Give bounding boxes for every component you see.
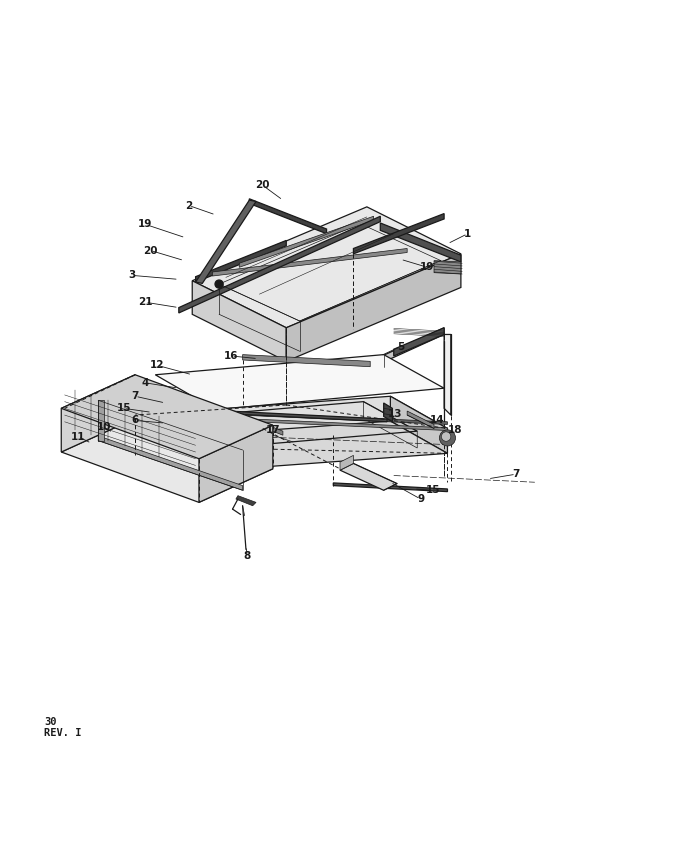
Polygon shape (61, 375, 135, 452)
Polygon shape (108, 440, 139, 462)
Text: 21: 21 (138, 297, 152, 307)
Polygon shape (262, 423, 283, 435)
Text: 2: 2 (185, 201, 192, 211)
Text: 18: 18 (448, 425, 463, 434)
Polygon shape (199, 425, 273, 502)
Polygon shape (192, 281, 286, 362)
Polygon shape (135, 396, 447, 447)
Polygon shape (354, 213, 444, 254)
Polygon shape (444, 334, 451, 415)
Text: 8: 8 (243, 551, 251, 561)
Text: 3: 3 (128, 270, 135, 280)
Circle shape (215, 280, 223, 288)
Text: 6: 6 (131, 416, 139, 425)
Polygon shape (370, 327, 444, 368)
Polygon shape (243, 355, 370, 367)
Polygon shape (61, 375, 273, 458)
Polygon shape (384, 403, 392, 422)
Polygon shape (250, 199, 326, 234)
Polygon shape (286, 254, 461, 362)
Text: 20: 20 (143, 245, 158, 255)
Text: 11: 11 (71, 432, 85, 441)
Polygon shape (380, 223, 461, 262)
Polygon shape (61, 418, 273, 502)
Text: 16: 16 (224, 351, 239, 361)
Text: 15: 15 (426, 485, 440, 495)
Polygon shape (196, 241, 286, 282)
Text: 12: 12 (150, 360, 165, 370)
Text: 5: 5 (397, 342, 404, 351)
Polygon shape (179, 216, 380, 313)
Text: 30
REV. I: 30 REV. I (44, 716, 82, 738)
Polygon shape (239, 216, 373, 267)
Polygon shape (390, 396, 447, 453)
Polygon shape (155, 355, 444, 410)
Polygon shape (98, 400, 103, 440)
Polygon shape (122, 405, 387, 422)
Text: 10: 10 (97, 423, 111, 432)
Text: 7: 7 (131, 392, 139, 401)
Circle shape (439, 430, 456, 446)
Text: 20: 20 (256, 180, 270, 190)
Polygon shape (135, 408, 447, 424)
Text: 7: 7 (512, 469, 520, 479)
Polygon shape (236, 495, 256, 506)
Polygon shape (333, 482, 447, 492)
Polygon shape (394, 327, 444, 356)
Text: 4: 4 (141, 378, 149, 388)
Polygon shape (196, 201, 256, 284)
Polygon shape (340, 464, 397, 490)
Polygon shape (135, 414, 447, 430)
Text: 19: 19 (420, 262, 435, 273)
Polygon shape (98, 436, 243, 490)
Text: 19: 19 (138, 219, 152, 230)
Polygon shape (212, 249, 407, 276)
Polygon shape (340, 455, 354, 470)
Polygon shape (135, 415, 192, 472)
Text: 9: 9 (417, 494, 424, 504)
Text: 13: 13 (388, 409, 403, 419)
Text: 15: 15 (116, 404, 131, 413)
Text: 1: 1 (464, 229, 471, 239)
Polygon shape (135, 421, 447, 472)
Text: 17: 17 (265, 425, 280, 434)
Polygon shape (407, 411, 434, 428)
Circle shape (441, 432, 451, 441)
Polygon shape (192, 207, 461, 327)
Text: 14: 14 (430, 416, 445, 425)
Polygon shape (434, 261, 461, 274)
